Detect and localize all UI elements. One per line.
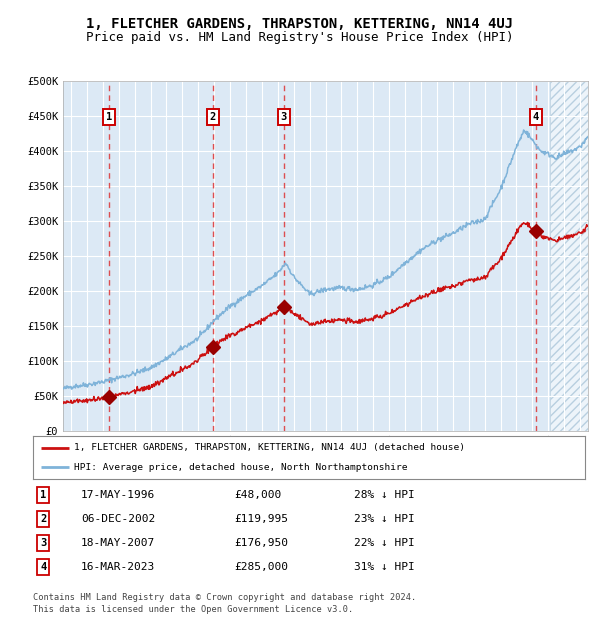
Text: 18-MAY-2007: 18-MAY-2007 xyxy=(81,538,155,548)
Bar xyxy=(550,81,588,431)
Text: HPI: Average price, detached house, North Northamptonshire: HPI: Average price, detached house, Nort… xyxy=(74,463,408,472)
Text: 06-DEC-2002: 06-DEC-2002 xyxy=(81,514,155,524)
Bar xyxy=(550,81,588,431)
Text: 16-MAR-2023: 16-MAR-2023 xyxy=(81,562,155,572)
Text: 3: 3 xyxy=(281,112,287,122)
Text: Price paid vs. HM Land Registry's House Price Index (HPI): Price paid vs. HM Land Registry's House … xyxy=(86,31,514,43)
Text: 1, FLETCHER GARDENS, THRAPSTON, KETTERING, NN14 4UJ (detached house): 1, FLETCHER GARDENS, THRAPSTON, KETTERIN… xyxy=(74,443,466,453)
Text: 1, FLETCHER GARDENS, THRAPSTON, KETTERING, NN14 4UJ: 1, FLETCHER GARDENS, THRAPSTON, KETTERIN… xyxy=(86,17,514,30)
Text: 1: 1 xyxy=(106,112,112,122)
Text: 23% ↓ HPI: 23% ↓ HPI xyxy=(354,514,415,524)
Text: 4: 4 xyxy=(533,112,539,122)
Text: £119,995: £119,995 xyxy=(234,514,288,524)
Text: £285,000: £285,000 xyxy=(234,562,288,572)
Text: 2: 2 xyxy=(210,112,216,122)
Text: 17-MAY-1996: 17-MAY-1996 xyxy=(81,490,155,500)
Text: 4: 4 xyxy=(40,562,46,572)
Text: 1: 1 xyxy=(40,490,46,500)
Text: 22% ↓ HPI: 22% ↓ HPI xyxy=(354,538,415,548)
Text: Contains HM Land Registry data © Crown copyright and database right 2024.
This d: Contains HM Land Registry data © Crown c… xyxy=(33,593,416,614)
Text: 3: 3 xyxy=(40,538,46,548)
Text: 28% ↓ HPI: 28% ↓ HPI xyxy=(354,490,415,500)
Text: £48,000: £48,000 xyxy=(234,490,281,500)
Text: 31% ↓ HPI: 31% ↓ HPI xyxy=(354,562,415,572)
Text: £176,950: £176,950 xyxy=(234,538,288,548)
Text: 2: 2 xyxy=(40,514,46,524)
